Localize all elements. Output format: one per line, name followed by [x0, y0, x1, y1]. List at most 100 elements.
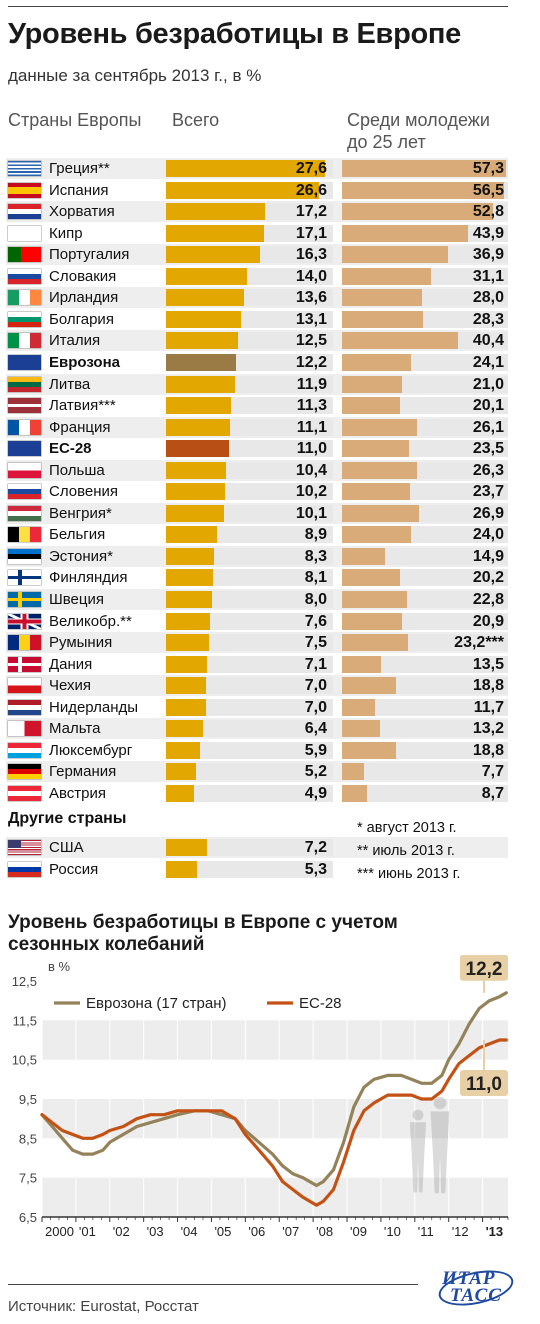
youth-value-label: 23,2***: [454, 634, 504, 652]
country-bar-row: Латвия*** 11,3 20,1: [6, 395, 508, 416]
youth-bar: [342, 634, 409, 652]
x-tick-label: '02: [113, 1224, 130, 1239]
x-tick-label: '03: [147, 1224, 164, 1239]
country-flag-icon: [8, 225, 41, 241]
youth-bar-track: 20,1: [342, 397, 508, 415]
country-flag-icon: [8, 764, 41, 780]
youth-value-label: 20,1: [472, 397, 504, 415]
youth-value-label: 22,8: [472, 591, 504, 608]
total-bar-track: 7,1: [166, 655, 333, 673]
legend-label: Еврозона (17 стран): [86, 995, 227, 1012]
youth-bar-track: 23,2***: [342, 634, 508, 652]
country-name: Греция**: [49, 160, 110, 177]
y-tick-label: 8,5: [19, 1131, 37, 1146]
logo-text-line2: ТАСС: [450, 1285, 502, 1306]
total-bar: [166, 612, 210, 630]
country-name: Латвия***: [49, 397, 116, 415]
country-name: Россия: [49, 860, 99, 878]
total-value-label: 26,6: [295, 181, 327, 199]
total-bar-track: 13,1: [166, 310, 333, 328]
total-bar-track: 4,9: [166, 784, 333, 802]
total-value-label: 5,2: [304, 763, 327, 781]
eurozone-series-line: [40, 991, 508, 1188]
youth-bar-track: 31,1: [342, 267, 508, 285]
total-value-label: 7,0: [304, 677, 327, 695]
total-bar-track: 7,0: [166, 698, 333, 716]
x-tick-label: '04: [181, 1224, 198, 1239]
country-bar-row: ЕС-28 11,0 23,5: [6, 438, 508, 459]
country-flag-icon: [8, 462, 41, 478]
country-flag-icon: [8, 635, 41, 651]
youth-value-label: 7,7: [481, 763, 504, 781]
country-flag-icon: [8, 721, 41, 737]
total-value-label: 7,2: [304, 839, 327, 856]
total-value-label: 10,1: [295, 504, 327, 522]
country-bar-row: Франция 11,1 26,1: [6, 416, 508, 438]
country-name: Румыния: [49, 634, 113, 652]
country-bar-row: Литва 11,9 21,0: [6, 373, 508, 395]
x-tick-label: '09: [350, 1224, 367, 1239]
country-bar-row: Венгрия* 10,1 26,9: [6, 502, 508, 524]
eurozone-end-label: 12,2: [466, 959, 503, 980]
country-bar-row: Испания 26,6 56,5: [6, 180, 508, 201]
people-silhouette-icon: [409, 1096, 450, 1194]
total-bar: [166, 655, 207, 673]
youth-bar-track: 40,4: [342, 332, 508, 350]
total-bar: [166, 397, 232, 415]
grid-band: [42, 1177, 508, 1217]
other-countries-title: Другие страны: [8, 810, 127, 827]
youth-bar-track: 24,1: [342, 353, 508, 371]
youth-value-label: 26,9: [472, 504, 504, 522]
country-bar-row: Хорватия 17,2 52,8: [6, 201, 508, 223]
y-tick-label: 12,5: [12, 974, 37, 989]
youth-bar-track: 23,5: [342, 440, 508, 458]
total-bar: [166, 310, 242, 328]
total-bar: [166, 677, 207, 695]
total-value-label: 8,1: [304, 569, 327, 587]
country-flag-icon: [8, 290, 41, 306]
youth-bar-track: 26,1: [342, 418, 508, 436]
page-title: Уровень безработицы в Европе: [8, 18, 461, 50]
youth-value-label: 11,7: [473, 698, 504, 716]
y-tick-label: 6,5: [19, 1210, 37, 1225]
country-name: Дания: [49, 655, 93, 673]
country-bar-row: Австрия 4,9 8,7: [6, 783, 508, 804]
youth-bar-track: 24,0: [342, 526, 508, 544]
youth-value-label: 28,3: [472, 310, 504, 328]
youth-value-label: 18,8: [472, 677, 504, 695]
country-name: Франция: [49, 418, 111, 436]
youth-bar: [342, 246, 448, 264]
seasonal-unemployment-line-chart: 6,5 7,5 8,5 9,5 10,5 11,5 12,5 в % 2000 '01 '02 '03…: [12, 955, 509, 1239]
country-bar-row: Эстония* 8,3 14,9: [6, 545, 508, 567]
country-name: Словакия: [49, 267, 117, 285]
total-bar-track: 7,6: [166, 612, 333, 630]
country-name: Италия: [49, 332, 101, 350]
country-bar-row: Великобр.** 7,6 20,9: [6, 611, 508, 632]
legend-label: ЕС-28: [299, 995, 342, 1012]
total-bar: [166, 763, 196, 781]
total-value-label: 10,2: [295, 483, 327, 501]
logo-text-line1: ИТАР: [442, 1268, 496, 1289]
country-name: Испания: [49, 181, 109, 199]
youth-value-label: 40,4: [472, 332, 504, 350]
eu28-series-line: [40, 1038, 508, 1207]
youth-bar-track: 13,5: [342, 655, 508, 673]
total-bar: [166, 224, 265, 242]
total-value-label: 16,3: [295, 246, 327, 264]
total-bar-track: 11,1: [166, 418, 333, 436]
youth-value-label: 26,1: [472, 418, 504, 436]
country-flag-icon: [8, 333, 41, 349]
country-name: Ирландия: [49, 289, 119, 307]
country-name: Кипр: [49, 224, 83, 242]
country-bar-row: Люксембург 5,9 18,8: [6, 740, 508, 761]
country-name: Германия: [49, 763, 117, 781]
youth-bar-track: 36,9: [342, 246, 508, 264]
total-bar: [166, 461, 226, 479]
total-bar: [166, 839, 208, 856]
grid-band: [42, 1020, 508, 1060]
youth-bar: [342, 353, 411, 371]
youth-bar: [342, 181, 504, 199]
country-name: Польша: [49, 461, 105, 479]
country-name: Эстония*: [49, 547, 113, 565]
total-value-label: 11,9: [296, 375, 327, 393]
